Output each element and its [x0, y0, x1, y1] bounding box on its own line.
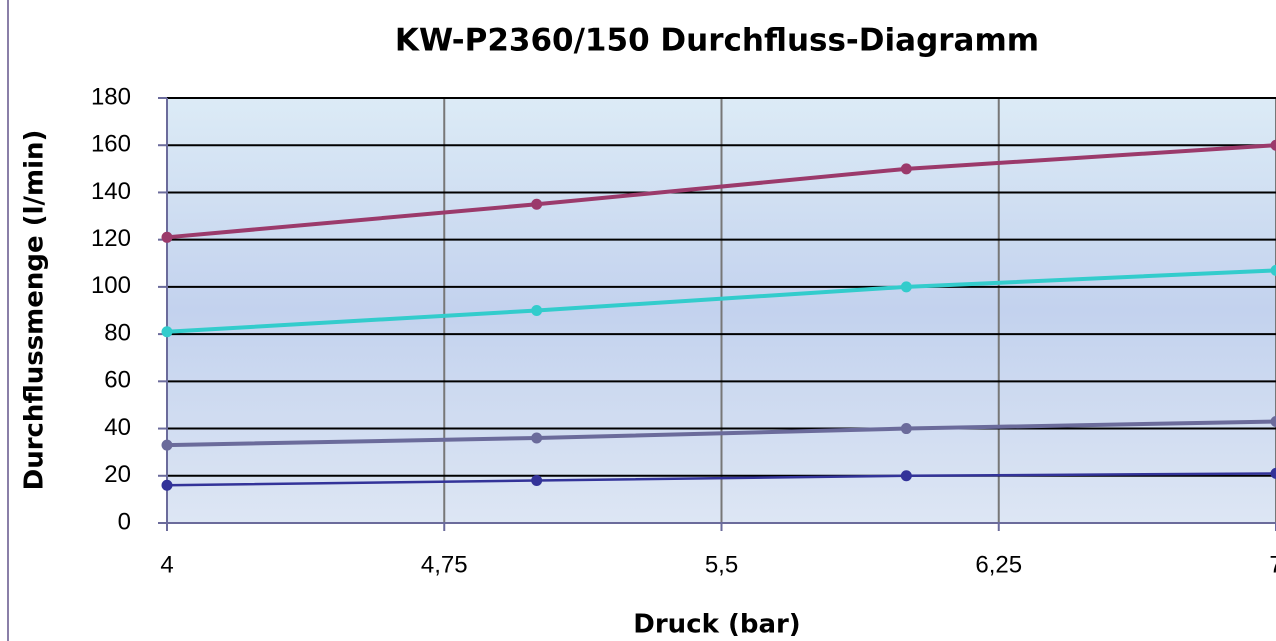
x-tick-label: 7	[1269, 551, 1276, 578]
data-point	[900, 470, 912, 482]
y-tick-label: 20	[104, 461, 131, 488]
x-axis-title: Druck (bar)	[633, 610, 800, 640]
data-point	[161, 479, 173, 491]
y-tick-label: 140	[91, 178, 131, 205]
y-tick-label: 100	[91, 272, 131, 299]
data-point	[1270, 467, 1276, 479]
series-line	[166, 419, 1276, 448]
data-point	[900, 423, 912, 435]
data-point	[531, 475, 543, 486]
y-tick-label: 60	[104, 367, 131, 394]
x-tick-label: 6,25	[975, 551, 1022, 578]
chart-title: KW-P2360/150 Durchfluss-Diagramm	[395, 23, 1039, 59]
y-tick-label: 180	[91, 83, 131, 110]
series-line	[166, 472, 1276, 487]
y-tick-label: 120	[91, 225, 131, 252]
y-axis-title: Durchflussmenge (l/min)	[20, 130, 50, 491]
series-line	[166, 143, 1276, 240]
data-point	[161, 439, 173, 451]
x-tick-label: 4	[160, 551, 173, 578]
data-point	[1270, 264, 1276, 276]
data-point	[900, 163, 912, 175]
y-tick-label: 160	[91, 131, 131, 158]
x-tick-label: 5,5	[705, 551, 738, 578]
series-line	[166, 268, 1276, 334]
data-point	[161, 231, 173, 243]
data-point	[1270, 415, 1276, 427]
y-tick-label: 40	[104, 414, 131, 441]
data-point	[1270, 139, 1276, 151]
y-tick-label: 0	[118, 508, 131, 535]
data-point	[161, 326, 173, 338]
x-tick-label: 4,75	[421, 551, 468, 578]
data-point	[531, 432, 543, 444]
data-point	[531, 198, 543, 210]
data-point	[900, 281, 912, 293]
y-tick-label: 80	[104, 319, 131, 346]
data-point	[531, 305, 543, 316]
